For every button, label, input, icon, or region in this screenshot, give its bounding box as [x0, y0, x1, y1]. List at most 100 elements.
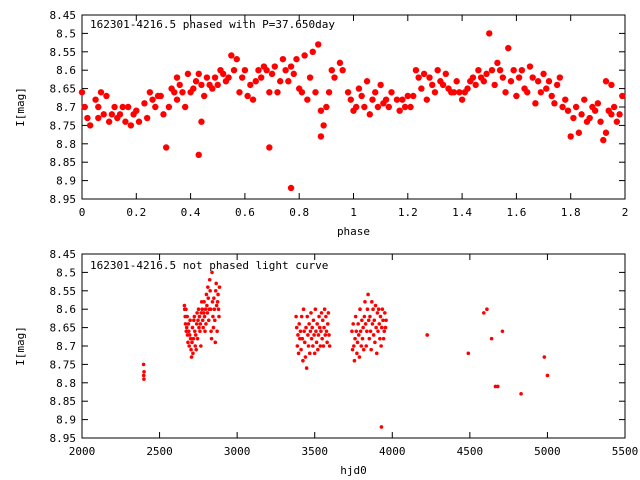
y-tick-label: 8.85 [50, 156, 77, 169]
data-point [95, 114, 102, 122]
chart-title: 162301-4216.5 not phased light curve [90, 259, 328, 272]
x-tick-label: 0.4 [181, 206, 201, 219]
data-point [358, 307, 362, 312]
y-tick-label: 8.45 [50, 9, 77, 22]
data-point [466, 351, 471, 356]
y-tick-label: 8.8 [56, 377, 76, 390]
data-point [323, 333, 328, 337]
data-point [379, 344, 383, 348]
data-point [294, 314, 298, 319]
data-point [274, 89, 281, 96]
data-point [505, 44, 512, 52]
x-tick-label: 5000 [534, 445, 561, 458]
data-point [608, 81, 615, 89]
data-point [266, 144, 273, 151]
y-tick-label: 8.6 [56, 64, 76, 77]
data-point [469, 74, 477, 81]
data-point [375, 311, 380, 315]
data-points [141, 270, 550, 429]
data-point [374, 351, 379, 356]
x-tick-label: 1 [350, 206, 357, 219]
data-point [295, 344, 300, 348]
data-point [173, 74, 181, 81]
data-point [143, 114, 151, 122]
data-point [371, 333, 376, 337]
data-point [610, 103, 618, 111]
data-point [578, 111, 585, 118]
data-point [142, 369, 146, 374]
data-point [200, 92, 208, 100]
data-point [198, 322, 203, 326]
data-point [373, 340, 377, 345]
data-point [374, 103, 382, 111]
data-point [86, 122, 94, 129]
data-point [382, 329, 387, 334]
data-point [322, 325, 326, 330]
data-point [252, 78, 259, 85]
data-point [336, 59, 344, 67]
data-point [351, 322, 355, 326]
data-point [350, 329, 354, 334]
y-tick-label: 8.5 [56, 27, 76, 40]
data-point [195, 311, 199, 315]
data-point [499, 74, 507, 81]
y-tick-label: 8.9 [56, 414, 76, 427]
data-point [369, 96, 376, 103]
data-point [216, 292, 220, 297]
data-point [434, 67, 441, 74]
data-point [211, 325, 216, 330]
data-point [575, 129, 583, 136]
data-point [507, 78, 515, 85]
data-point [315, 322, 319, 326]
data-point [393, 96, 401, 103]
data-point [388, 89, 395, 96]
data-point [313, 307, 318, 312]
data-point [192, 318, 196, 323]
data-point [510, 67, 517, 74]
data-point [191, 351, 195, 356]
data-point [597, 118, 604, 125]
data-point [608, 111, 615, 118]
y-tick-label: 8.95 [50, 193, 77, 206]
data-point [191, 336, 196, 341]
data-point [412, 67, 420, 74]
y-tick-label: 8.55 [50, 46, 77, 59]
data-point [181, 103, 189, 111]
data-point [196, 307, 201, 312]
data-point [355, 85, 363, 92]
data-point [195, 336, 200, 341]
data-point [304, 96, 311, 103]
data-point [325, 89, 333, 96]
data-point [141, 362, 146, 367]
data-point [491, 81, 498, 89]
data-point [124, 103, 132, 111]
x-tick-label: 1.2 [398, 206, 418, 219]
data-point [186, 340, 190, 345]
data-point [439, 81, 447, 89]
data-point [247, 81, 254, 89]
phased-light-curve-panel: 8.458.58.558.68.658.78.758.88.858.98.95 … [14, 9, 628, 238]
data-point [306, 344, 311, 348]
data-point [361, 103, 368, 111]
data-point [307, 351, 312, 356]
data-point [489, 336, 494, 341]
data-point [204, 292, 209, 297]
data-point [368, 329, 373, 334]
data-point [301, 358, 305, 363]
data-point [203, 74, 211, 81]
data-point [396, 107, 403, 114]
data-point [450, 89, 458, 96]
data-point [184, 329, 189, 334]
data-point [486, 30, 493, 37]
data-point [356, 333, 361, 337]
data-point [325, 340, 329, 345]
data-point [532, 100, 539, 107]
data-point [616, 111, 623, 118]
data-point [545, 78, 553, 85]
data-point [202, 314, 207, 319]
data-point [225, 74, 232, 81]
data-point [276, 78, 284, 85]
data-point [352, 358, 357, 363]
data-point [203, 307, 208, 312]
